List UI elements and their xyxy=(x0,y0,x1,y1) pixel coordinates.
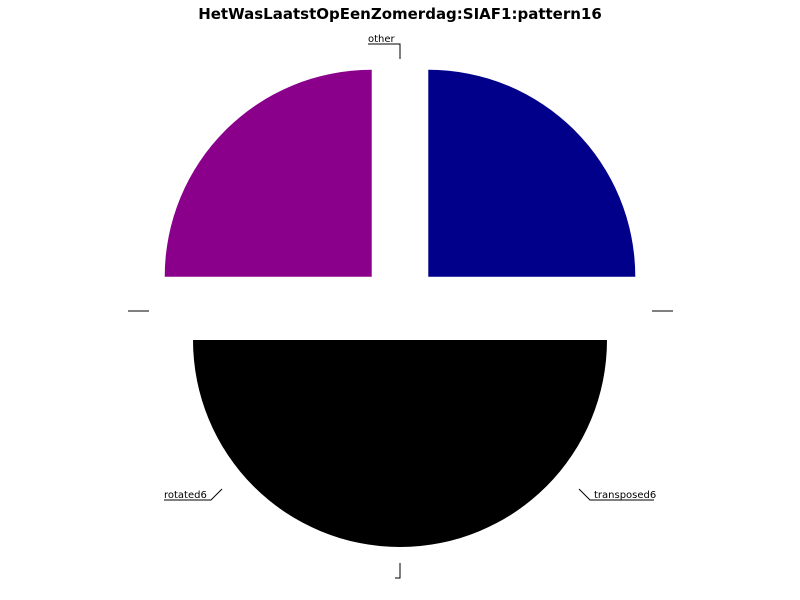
pie-slice-transposed6 xyxy=(428,69,636,277)
slice-label-other: other xyxy=(368,34,396,45)
slice-label-rotated6: rotated6 xyxy=(164,490,207,501)
pie-slice-rotated6 xyxy=(164,69,372,277)
slice-label-transposed6: transposed6 xyxy=(594,490,656,501)
leader-line-other xyxy=(368,43,401,59)
leader-line-transposed6 xyxy=(578,488,654,501)
chart-title: HetWasLaatstOpEenZomerdag:SIAF1:pattern1… xyxy=(198,5,602,23)
leader-lines xyxy=(128,43,673,579)
pie-slice-other xyxy=(193,340,607,547)
leader-line-bottom xyxy=(395,563,401,579)
pie-slices xyxy=(164,69,636,547)
leader-line-rotated6 xyxy=(164,488,223,501)
